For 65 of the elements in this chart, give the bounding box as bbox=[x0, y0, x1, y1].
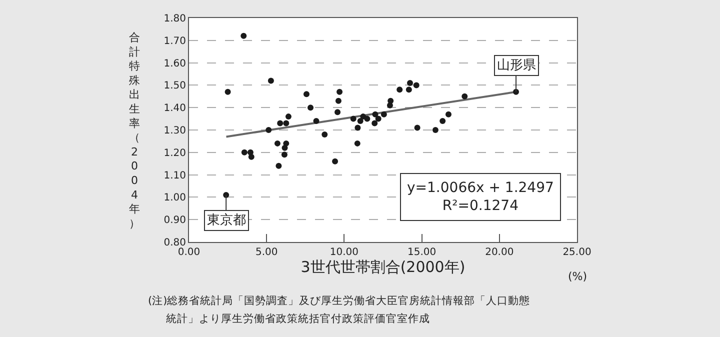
point bbox=[281, 152, 288, 158]
point bbox=[224, 88, 231, 95]
point bbox=[282, 144, 288, 151]
y-tick-label: 1.30 bbox=[164, 126, 186, 136]
y-tick-label: 1.20 bbox=[164, 148, 186, 159]
y-tick-label: 1.10 bbox=[164, 170, 186, 182]
point bbox=[407, 80, 413, 86]
x-tick-label: 0.00 bbox=[178, 247, 200, 258]
point bbox=[388, 98, 394, 104]
text: 統計」より厚生労働省政策統括官付政策評価官室作成 bbox=[166, 312, 430, 325]
point bbox=[322, 131, 328, 138]
point bbox=[462, 93, 468, 100]
text: (%) bbox=[568, 270, 588, 283]
point bbox=[354, 140, 360, 146]
annotation: 東京都 bbox=[207, 213, 246, 228]
point bbox=[276, 162, 282, 169]
text: (注)総務省統計局「国勢調査」及び厚生労働省大臣官房統計情報部「人口動態 bbox=[148, 294, 530, 307]
point bbox=[274, 140, 280, 146]
point bbox=[354, 124, 361, 131]
x-tick-label: 5.00 bbox=[255, 247, 278, 258]
annotation: 山形県 bbox=[497, 58, 536, 73]
point bbox=[313, 118, 320, 124]
y-tick-label: 1.60 bbox=[164, 58, 186, 70]
point bbox=[372, 120, 378, 126]
point bbox=[283, 120, 290, 126]
point bbox=[375, 116, 382, 122]
y-tick-label: 1.50 bbox=[164, 80, 186, 92]
point bbox=[268, 78, 274, 84]
point bbox=[303, 91, 310, 98]
y-tick-label: 1.80 bbox=[164, 14, 186, 24]
point bbox=[396, 86, 403, 93]
point bbox=[335, 98, 342, 104]
x-tick-label: 15.00 bbox=[407, 247, 436, 258]
point bbox=[372, 111, 378, 118]
point bbox=[413, 82, 420, 88]
y-tick-label: 1.00 bbox=[164, 192, 186, 204]
y-tick-label: 1.40 bbox=[164, 103, 186, 114]
point bbox=[334, 109, 341, 116]
point bbox=[332, 158, 338, 164]
point bbox=[380, 111, 387, 118]
x-axis-title: 3世代世帯割合(2000年) bbox=[300, 258, 466, 276]
point bbox=[266, 127, 272, 133]
x-tick-label: 10.00 bbox=[330, 247, 359, 258]
point bbox=[414, 124, 420, 131]
point bbox=[440, 118, 446, 124]
point bbox=[248, 154, 254, 160]
text: 合計特殊出生率（2004年） bbox=[129, 31, 140, 230]
point bbox=[336, 88, 343, 95]
point bbox=[432, 127, 438, 133]
point bbox=[445, 111, 452, 118]
point bbox=[240, 32, 247, 39]
point bbox=[350, 116, 356, 122]
point bbox=[308, 104, 314, 111]
point bbox=[285, 114, 292, 120]
point bbox=[277, 120, 284, 126]
x-tick-label: 20.00 bbox=[485, 247, 514, 258]
point bbox=[357, 118, 364, 124]
annotation: y=1.0066x + 1.2497 R²=0.1274 bbox=[407, 180, 554, 214]
point bbox=[406, 86, 412, 93]
y-tick-label: 0.90 bbox=[164, 215, 186, 226]
y-tick-label: 0.80 bbox=[164, 238, 186, 248]
point bbox=[364, 116, 370, 122]
x-tick-label: 25.00 bbox=[562, 247, 592, 258]
point bbox=[241, 149, 248, 156]
y-tick-label: 1.70 bbox=[164, 36, 186, 47]
